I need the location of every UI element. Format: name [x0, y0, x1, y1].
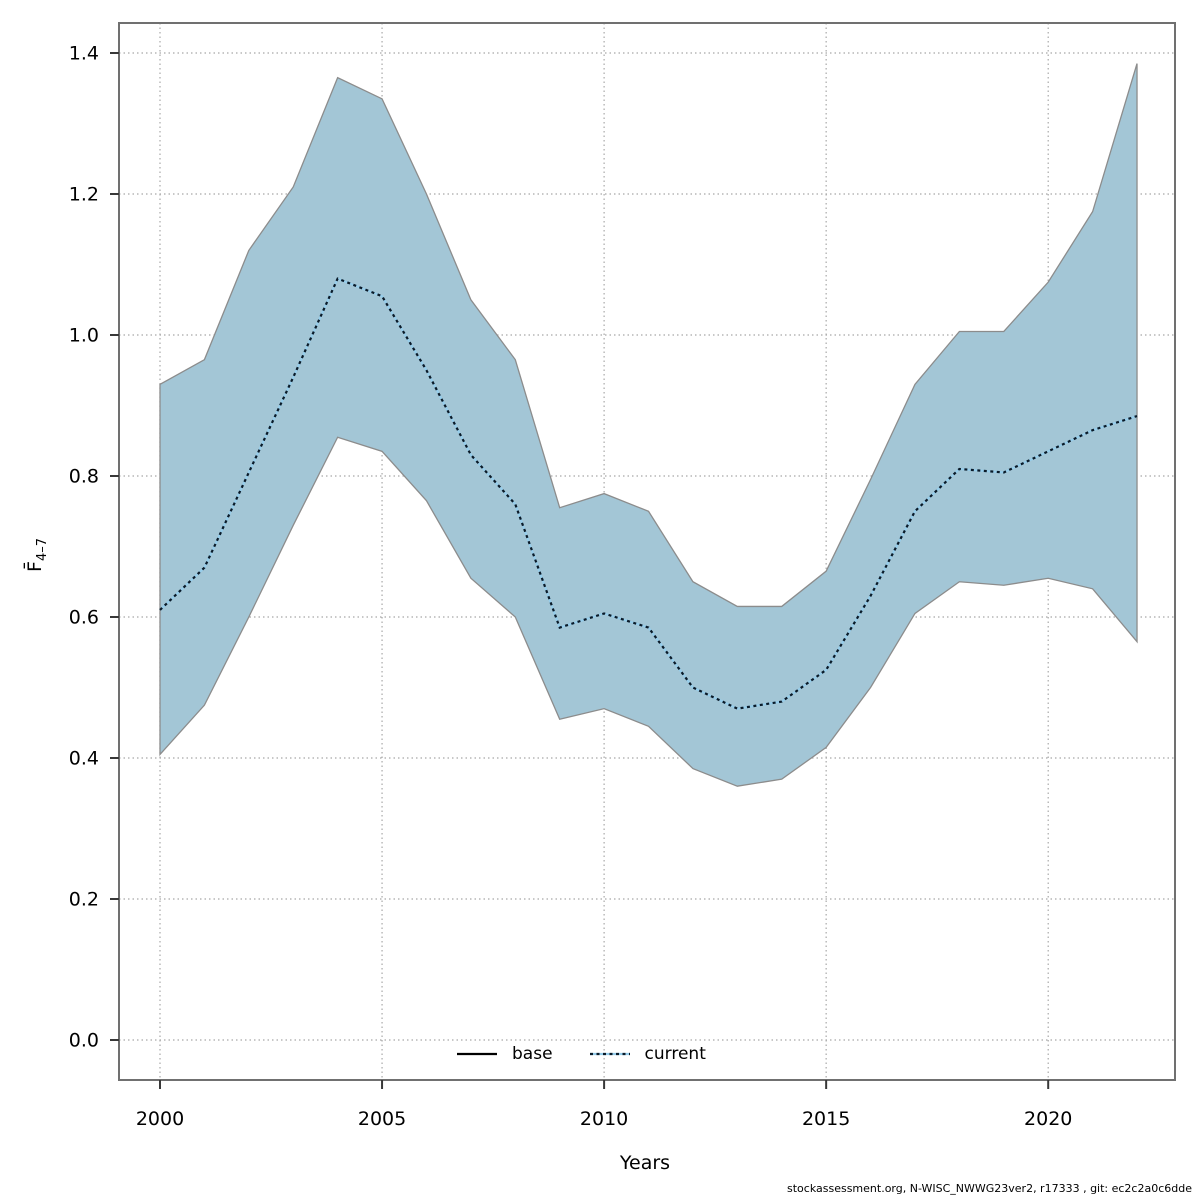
y-tick-label: 0.4 — [69, 748, 99, 770]
current-line — [159, 277, 1138, 710]
x-tick-label: 2010 — [580, 1108, 628, 1130]
confidence-band — [159, 63, 1138, 787]
footer-provenance-text: stockassessment.org, N-WISC_NWWG23ver2, … — [787, 1182, 1192, 1195]
y-axis-label-subscript: 4–7 — [34, 538, 50, 562]
base-line-swatch — [457, 1052, 497, 1056]
x-tick-label: 2020 — [1024, 1108, 1072, 1130]
y-tick-label: 0.8 — [69, 466, 99, 488]
x-axis-label: Years — [619, 1152, 671, 1174]
legend-label-base: base — [512, 1044, 553, 1064]
legend-item-base: base — [456, 1044, 553, 1064]
legend: base current — [456, 1044, 706, 1064]
legend-item-current: current — [589, 1044, 706, 1064]
y-tick-label: 1.0 — [69, 325, 99, 347]
y-axis-label: F̄4–7 — [24, 538, 50, 572]
y-tick-label: 0.0 — [69, 1030, 99, 1052]
current-line-swatch — [589, 1052, 630, 1056]
y-tick-label: 0.2 — [69, 889, 99, 911]
x-tick-label: 2015 — [802, 1108, 850, 1130]
y-axis-label-main: F̄ — [24, 561, 47, 572]
y-tick-label: 0.6 — [69, 607, 99, 629]
y-tick-label: 1.2 — [69, 184, 99, 206]
plot-border — [118, 22, 1176, 1081]
x-tick-label: 2000 — [136, 1108, 184, 1130]
legend-label-current: current — [644, 1044, 706, 1064]
y-tick-label: 1.4 — [69, 43, 99, 65]
x-tick-label: 2005 — [358, 1108, 406, 1130]
